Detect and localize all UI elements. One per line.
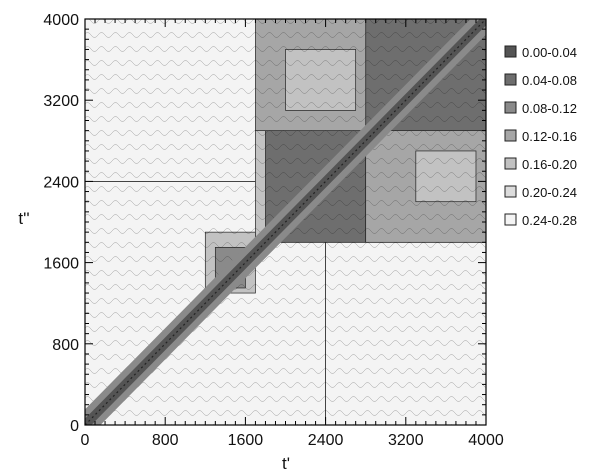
legend-label: 0.12-0.16 xyxy=(522,129,577,144)
x-tick-label: 2400 xyxy=(308,432,344,449)
legend-label: 0.20-0.24 xyxy=(522,185,577,200)
x-axis-label: t' xyxy=(282,454,290,473)
legend-label: 0.16-0.20 xyxy=(522,157,577,172)
x-tick-label: 0 xyxy=(81,432,90,449)
y-tick-label: 1600 xyxy=(43,256,79,273)
axis-tick-labels: 0 800 1600 2400 3200 4000 0 800 1600 2400 3200 4000 xyxy=(43,12,503,449)
legend-label: 0.24-0.28 xyxy=(522,213,577,228)
legend-swatch xyxy=(504,45,517,58)
legend-label: 0.04-0.08 xyxy=(522,73,577,88)
legend-swatch xyxy=(504,73,517,86)
legend-swatch xyxy=(504,129,517,142)
y-tick-label: 3200 xyxy=(43,93,79,110)
legend-swatch xyxy=(504,213,517,226)
contour-region-texture-11 xyxy=(285,49,356,111)
y-tick-label: 0 xyxy=(70,418,79,435)
x-tick-label: 4000 xyxy=(468,432,504,449)
legend-label: 0.08-0.12 xyxy=(522,101,577,116)
y-tick-label: 4000 xyxy=(43,12,79,29)
y-axis-label: t'' xyxy=(18,209,29,228)
legend-swatch xyxy=(504,101,517,114)
x-tick-label: 1600 xyxy=(228,432,264,449)
legend-label: 0.00-0.04 xyxy=(522,45,577,60)
diagonal-dashes xyxy=(85,19,486,425)
y-tick-label: 800 xyxy=(52,337,79,354)
legend-swatch xyxy=(504,157,517,170)
legend-swatch xyxy=(504,185,517,198)
x-tick-label: 3200 xyxy=(388,432,424,449)
x-tick-label: 800 xyxy=(152,432,179,449)
contour-region-texture-10 xyxy=(415,150,476,202)
axis-ticks xyxy=(84,18,487,426)
legend: 0.00-0.04 0.04-0.08 0.08-0.12 0.12-0.16 0.16… xyxy=(504,45,577,228)
y-tick-label: 2400 xyxy=(43,174,79,191)
diagonal-band xyxy=(85,19,486,425)
